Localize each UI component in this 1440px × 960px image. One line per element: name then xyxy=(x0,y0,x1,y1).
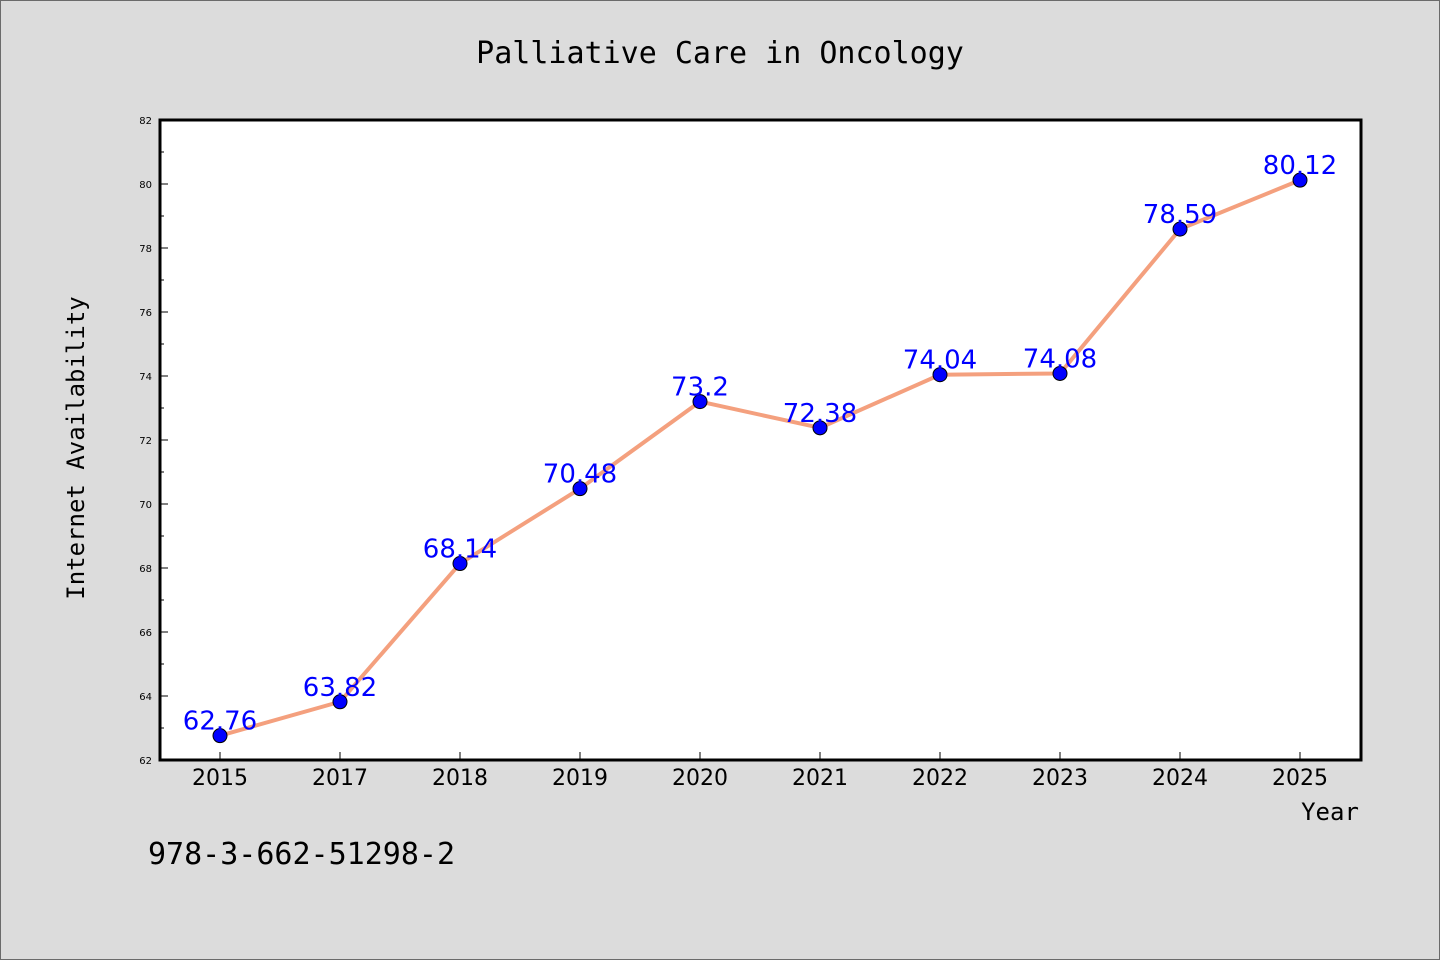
x-axis-label: Year xyxy=(1301,798,1359,826)
y-tick-label: 76 xyxy=(139,308,152,319)
y-tick-label: 70 xyxy=(139,500,152,511)
data-point xyxy=(932,367,948,383)
plot-area xyxy=(158,118,1363,762)
y-tick-label: 64 xyxy=(139,692,152,703)
x-tick-label: 2024 xyxy=(1152,766,1208,791)
y-tick-label: 82 xyxy=(139,116,152,127)
y-axis: 62 64 66 68 70 72 74 76 78 80 82 xyxy=(139,116,168,767)
data-point xyxy=(692,394,708,410)
data-point xyxy=(812,420,828,436)
x-axis: 2015 2017 2018 2019 2020 2021 2022 2023 2024 2025 xyxy=(192,752,1328,791)
footer-text: 978-3-662-51298-2 xyxy=(148,837,455,872)
y-tick-label: 72 xyxy=(139,436,152,447)
data-label: 72.38 xyxy=(783,399,857,429)
x-tick-label: 2021 xyxy=(792,766,848,791)
data-point xyxy=(1172,221,1188,237)
x-tick-label: 2025 xyxy=(1272,766,1328,791)
series-line-group: 62.76 63.82 68.14 70.48 73.2 72.38 74.04 74.08 7… xyxy=(183,151,1337,744)
data-point xyxy=(332,694,348,710)
data-label: 62.76 xyxy=(183,707,257,737)
data-point xyxy=(452,556,468,572)
data-point xyxy=(1292,172,1308,188)
y-tick-label: 74 xyxy=(139,372,152,383)
y-tick-label: 80 xyxy=(139,180,152,191)
x-tick-label: 2019 xyxy=(552,766,608,791)
x-tick-label: 2015 xyxy=(192,766,248,791)
data-label: 74.08 xyxy=(1023,344,1097,374)
data-point xyxy=(572,481,588,497)
y-tick-label: 78 xyxy=(139,244,152,255)
data-label: 73.2 xyxy=(671,373,729,403)
y-tick-label: 62 xyxy=(139,756,152,767)
data-label: 70.48 xyxy=(543,460,617,490)
data-label: 63.82 xyxy=(303,673,377,703)
chart-title: Palliative Care in Oncology xyxy=(476,36,964,71)
data-label: 74.04 xyxy=(903,346,977,376)
y-tick-label: 66 xyxy=(139,628,152,639)
y-tick-label: 68 xyxy=(139,564,152,575)
x-tick-label: 2018 xyxy=(432,766,488,791)
data-point xyxy=(212,728,228,744)
data-label: 68.14 xyxy=(423,535,497,565)
x-tick-label: 2023 xyxy=(1032,766,1088,791)
x-tick-label: 2022 xyxy=(912,766,968,791)
y-axis-label: Internet Availability xyxy=(62,296,90,599)
data-label: 80.12 xyxy=(1263,151,1337,181)
x-tick-label: 2017 xyxy=(312,766,368,791)
series-line xyxy=(219,178,1301,738)
data-point xyxy=(1052,365,1068,381)
x-tick-label: 2020 xyxy=(672,766,728,791)
data-label: 78.59 xyxy=(1143,200,1217,230)
